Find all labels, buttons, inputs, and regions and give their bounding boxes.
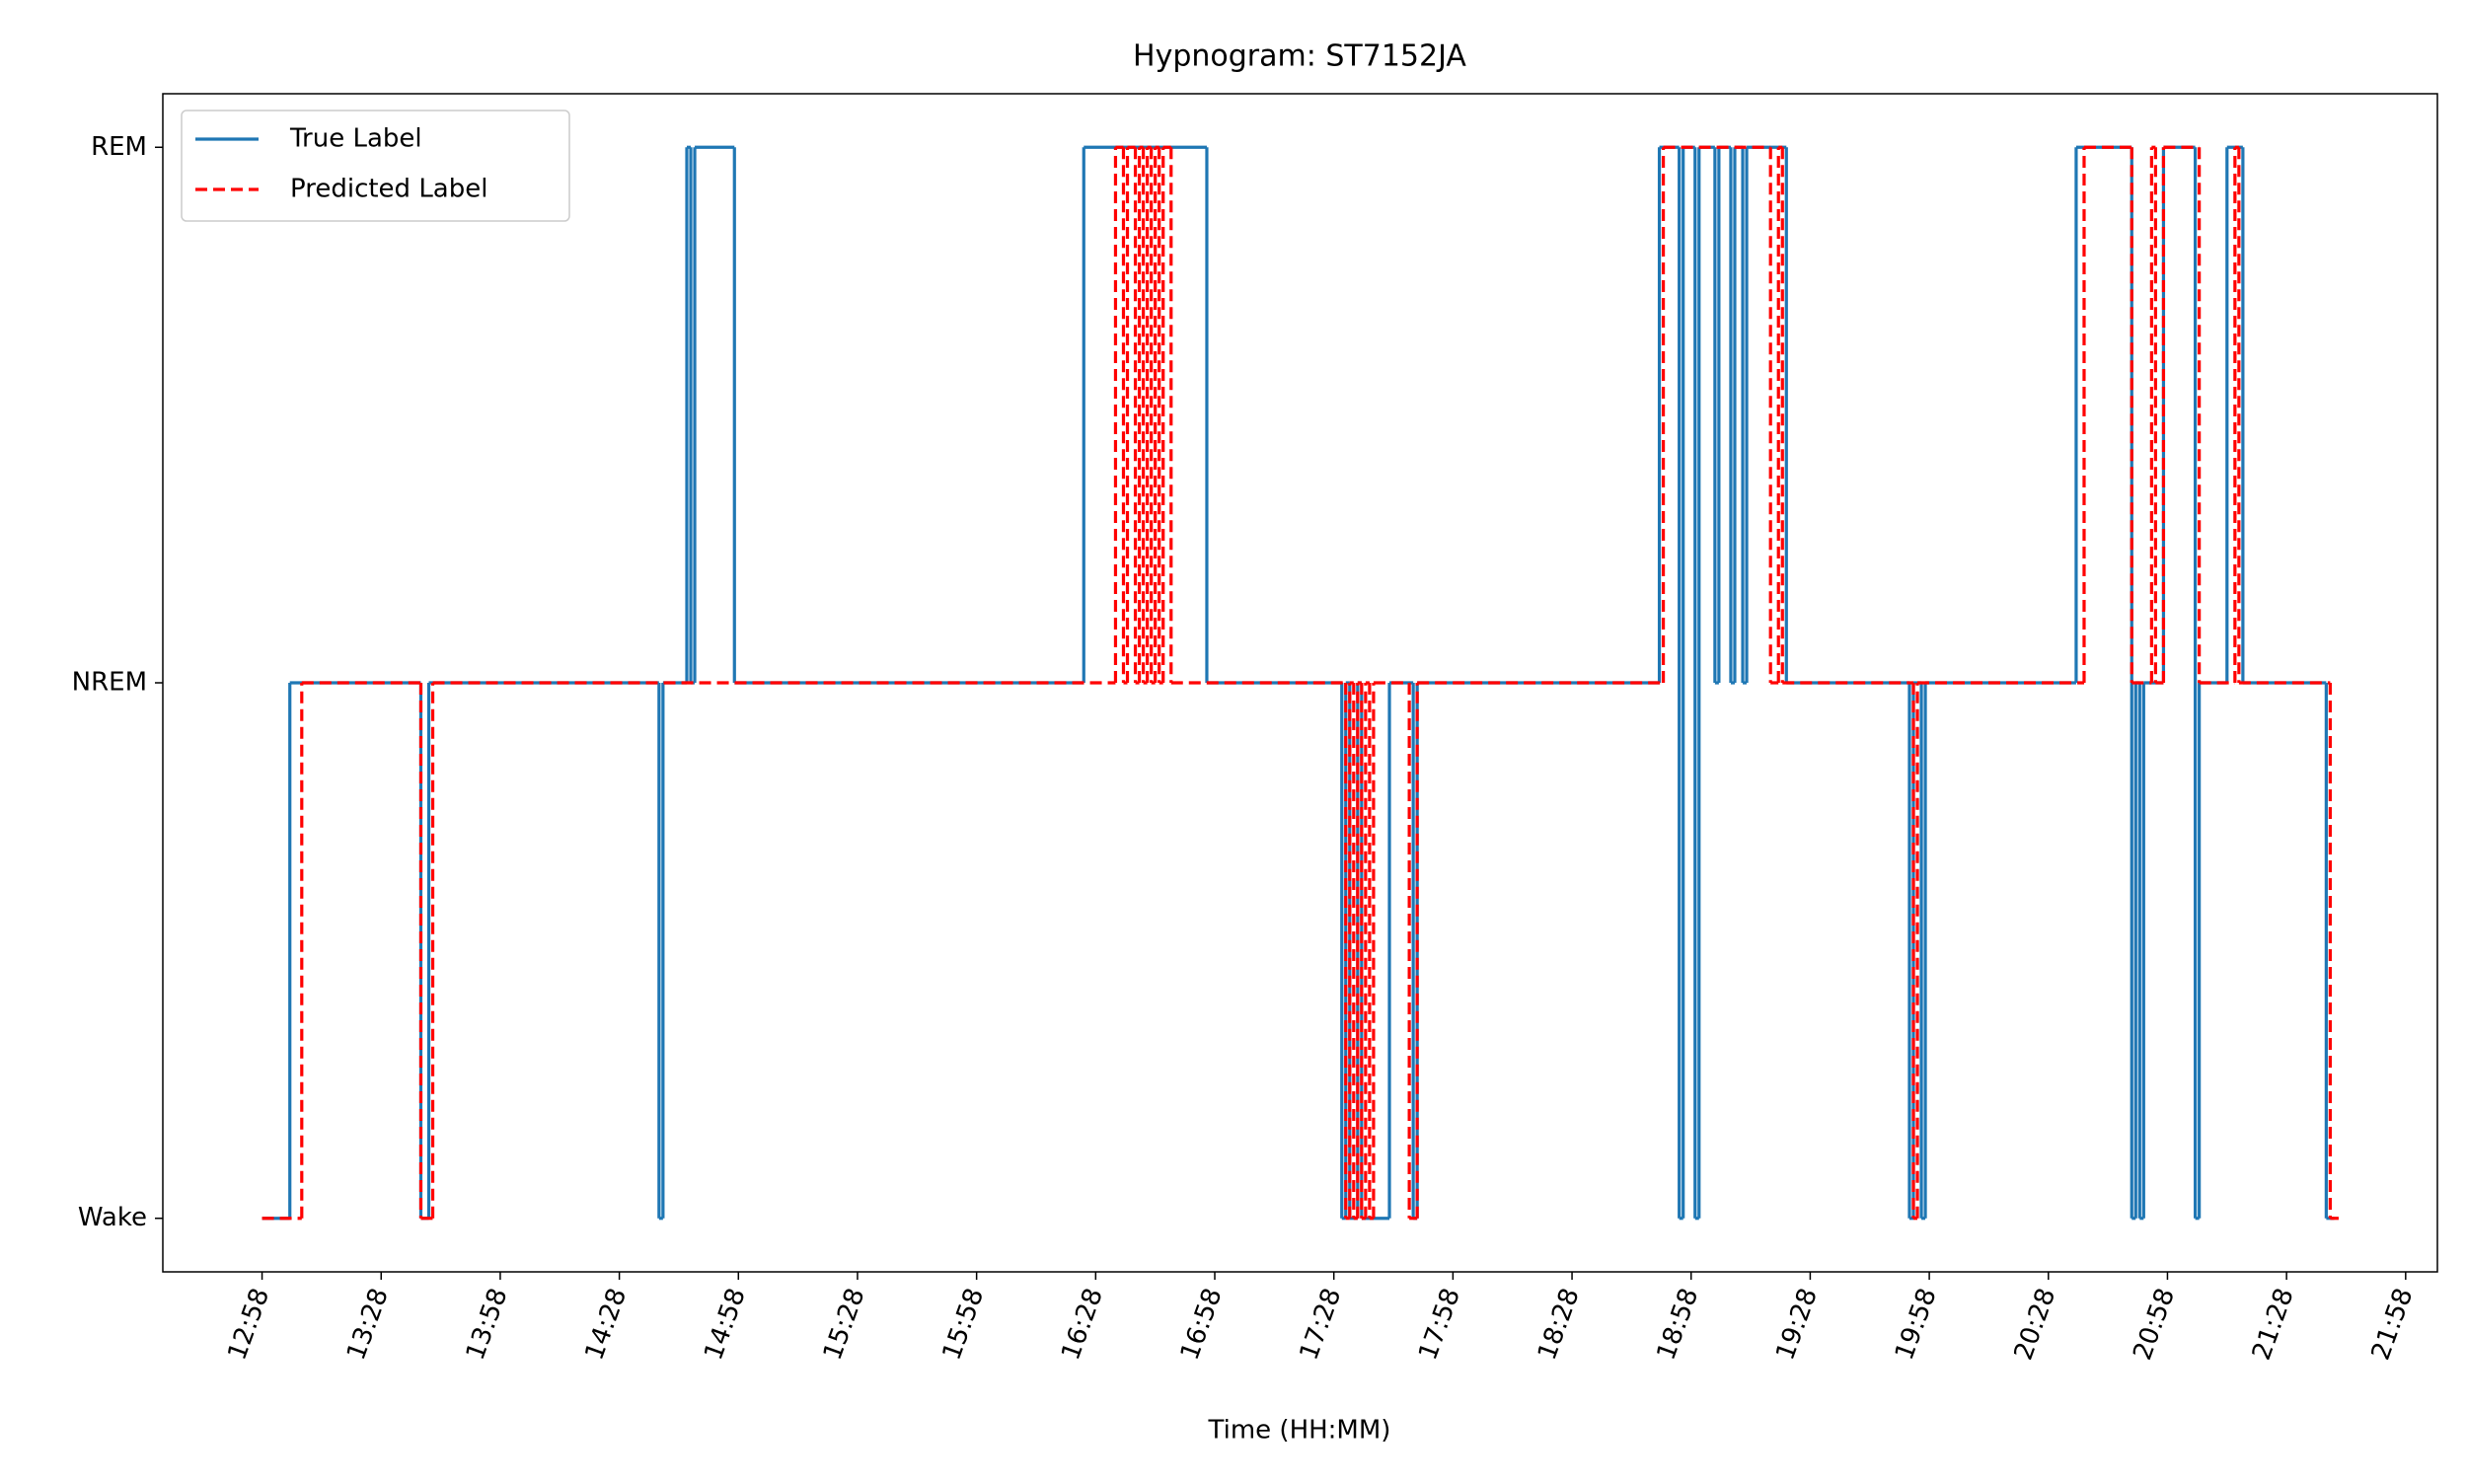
- x-tick-label: 18:58: [1652, 1285, 1705, 1365]
- x-tick-label: 19:28: [1770, 1285, 1824, 1365]
- y-tick-label: REM: [91, 132, 147, 162]
- x-tick-label: 12:58: [222, 1285, 275, 1365]
- x-tick-label: 15:58: [936, 1285, 990, 1365]
- series-1: [262, 145, 2339, 1221]
- x-tick-label: 18:28: [1533, 1285, 1586, 1365]
- x-tick-label: 15:28: [818, 1285, 871, 1365]
- x-tick-label: 14:58: [699, 1285, 752, 1365]
- chart-title: Hypnogram: ST7152JA: [1133, 39, 1466, 74]
- x-tick-label: 21:58: [2366, 1285, 2420, 1365]
- x-axis-label: Time (HH:MM): [1208, 1416, 1391, 1446]
- y-tick-label: Wake: [78, 1203, 147, 1232]
- x-tick-label: 14:28: [579, 1285, 633, 1365]
- x-tick-label: 16:58: [1175, 1285, 1229, 1365]
- x-tick-label: 17:28: [1294, 1285, 1347, 1365]
- step-connector: [300, 147, 2332, 1219]
- x-tick-label: 20:28: [2009, 1285, 2062, 1365]
- x-tick-label: 20:58: [2128, 1285, 2181, 1365]
- legend-label: Predicted Label: [290, 175, 487, 204]
- x-tick-label: 13:58: [461, 1285, 514, 1365]
- y-tick-label: NREM: [72, 668, 147, 698]
- legend-label: True Label: [289, 124, 422, 154]
- x-tick-label: 13:28: [341, 1285, 395, 1365]
- plot-frame: [162, 93, 2438, 1273]
- legend-box: [181, 110, 570, 222]
- x-tick-label: 16:28: [1056, 1285, 1109, 1365]
- x-tick-label: 19:58: [1890, 1285, 1943, 1365]
- x-tick-label: 21:28: [2247, 1285, 2300, 1365]
- x-tick-label: 17:58: [1413, 1285, 1466, 1365]
